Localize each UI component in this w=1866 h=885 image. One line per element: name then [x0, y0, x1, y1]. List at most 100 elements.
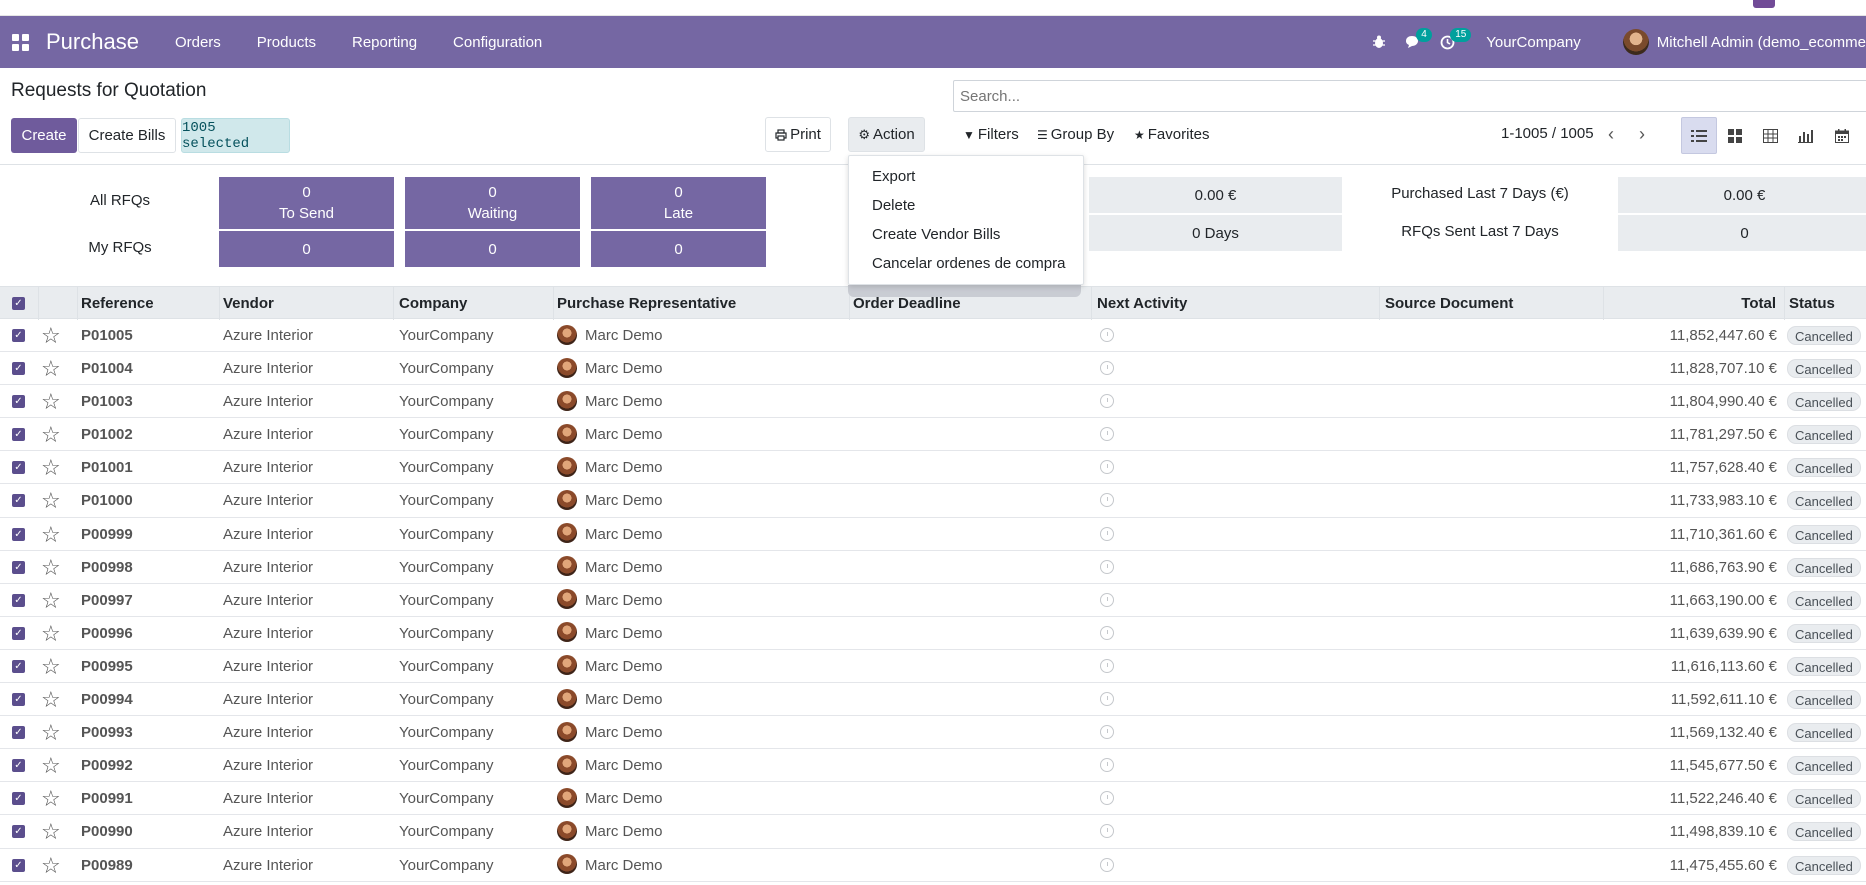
table-row[interactable]: ✓ ☆ P00989 Azure Interior YourCompany Marc De… — [0, 849, 1866, 882]
row-checkbox[interactable]: ✓ — [12, 693, 25, 707]
activity-clock-icon[interactable] — [1100, 625, 1114, 640]
search-input[interactable] — [953, 80, 1866, 112]
star-icon[interactable]: ☆ — [41, 653, 61, 679]
chat-icon[interactable]: 4 — [1396, 16, 1432, 68]
table-row[interactable]: ✓ ☆ P01004 Azure Interior YourCompany Marc De… — [0, 352, 1866, 386]
header-company[interactable]: Company — [394, 287, 554, 320]
activity-clock-icon[interactable] — [1100, 658, 1114, 673]
print-button[interactable]: Print — [765, 117, 831, 152]
calendar-view-icon[interactable] — [1824, 117, 1860, 154]
late-tile[interactable]: 0 Late — [591, 177, 766, 229]
star-icon[interactable]: ☆ — [41, 488, 61, 514]
waiting-tile[interactable]: 0 Waiting — [405, 177, 580, 229]
row-checkbox[interactable]: ✓ — [12, 362, 25, 376]
table-row[interactable]: ✓ ☆ P00995 Azure Interior YourCompany Marc De… — [0, 650, 1866, 684]
header-reference[interactable]: Reference — [76, 287, 220, 320]
row-checkbox[interactable]: ✓ — [12, 659, 25, 673]
row-checkbox[interactable]: ✓ — [12, 593, 25, 607]
activity-clock-icon[interactable] — [1100, 460, 1114, 475]
star-icon[interactable]: ☆ — [41, 720, 61, 746]
action-delete[interactable]: Delete — [872, 197, 916, 214]
favorites-button[interactable]: ★ Favorites — [1134, 126, 1209, 143]
star-icon[interactable]: ☆ — [41, 455, 61, 481]
row-checkbox[interactable]: ✓ — [12, 560, 25, 574]
action-button[interactable]: ⚙ Action — [848, 117, 925, 152]
activity-clock-icon[interactable] — [1100, 493, 1114, 508]
bug-icon[interactable] — [1362, 16, 1396, 68]
header-order-deadline[interactable]: Order Deadline — [848, 287, 1092, 320]
menu-configuration[interactable]: Configuration — [453, 33, 543, 51]
list-view-icon[interactable] — [1681, 117, 1717, 154]
create-button[interactable]: Create — [11, 118, 77, 153]
activity-clock-icon[interactable] — [1100, 791, 1114, 806]
star-icon[interactable]: ☆ — [41, 554, 61, 580]
graph-view-icon[interactable] — [1787, 117, 1823, 154]
selected-count-badge[interactable]: 1005 selected — [181, 118, 290, 153]
my-to-send-tile[interactable]: 0 — [219, 231, 394, 267]
activity-clock-icon[interactable] — [1100, 857, 1114, 872]
table-row[interactable]: ✓ ☆ P00998 Azure Interior YourCompany Marc De… — [0, 551, 1866, 584]
action-export[interactable]: Export — [872, 168, 916, 185]
table-row[interactable]: ✓ ☆ P01001 Azure Interior YourCompany Marc De… — [0, 451, 1866, 485]
star-icon[interactable]: ☆ — [41, 323, 61, 348]
app-name[interactable]: Purchase — [46, 29, 139, 54]
table-row[interactable]: ✓ ☆ P00994 Azure Interior YourCompany Marc De… — [0, 683, 1866, 717]
row-checkbox[interactable]: ✓ — [12, 395, 25, 409]
star-icon[interactable]: ☆ — [41, 422, 61, 448]
row-checkbox[interactable]: ✓ — [12, 626, 25, 640]
action-create-vendor-bills[interactable]: Create Vendor Bills — [872, 226, 1001, 243]
menu-orders[interactable]: Orders — [174, 33, 221, 51]
table-row[interactable]: ✓ ☆ P00991 Azure Interior YourCompany Marc De… — [0, 782, 1866, 816]
row-checkbox[interactable]: ✓ — [12, 527, 25, 541]
star-icon[interactable]: ☆ — [41, 687, 61, 713]
star-icon[interactable]: ☆ — [41, 356, 61, 382]
pager-value[interactable]: 1-1005 / 1005 — [1501, 125, 1594, 142]
header-purchase-rep[interactable]: Purchase Representative — [552, 287, 850, 320]
chevron-right-icon[interactable]: › — [1639, 124, 1645, 144]
star-icon[interactable]: ☆ — [41, 819, 61, 845]
activity-clock-icon[interactable] — [1100, 361, 1114, 376]
activity-clock-icon[interactable] — [1100, 592, 1114, 607]
header-status[interactable]: Status — [1789, 295, 1835, 312]
table-row[interactable]: ✓ ☆ P00990 Azure Interior YourCompany Marc De… — [0, 815, 1866, 849]
row-checkbox[interactable]: ✓ — [12, 494, 25, 508]
activity-clock-icon[interactable] — [1100, 725, 1114, 740]
activity-clock-icon[interactable] — [1100, 692, 1114, 707]
to-send-tile[interactable]: 0 To Send — [219, 177, 394, 229]
row-checkbox[interactable]: ✓ — [12, 759, 25, 773]
header-source-document[interactable]: Source Document — [1380, 287, 1604, 320]
star-icon[interactable]: ☆ — [41, 521, 61, 547]
table-row[interactable]: ✓ ☆ P01005 Azure Interior YourCompany Marc De… — [0, 319, 1866, 353]
table-row[interactable]: ✓ ☆ P01002 Azure Interior YourCompany Marc De… — [0, 418, 1866, 452]
my-waiting-tile[interactable]: 0 — [405, 231, 580, 267]
table-row[interactable]: ✓ ☆ P00999 Azure Interior YourCompany Marc De… — [0, 518, 1866, 551]
table-row[interactable]: ✓ ☆ P00996 Azure Interior YourCompany Marc De… — [0, 617, 1866, 650]
kanban-view-icon[interactable] — [1717, 117, 1753, 154]
header-next-activity[interactable]: Next Activity — [1092, 287, 1380, 320]
star-icon[interactable]: ☆ — [41, 786, 61, 812]
table-row[interactable]: ✓ ☆ P00992 Azure Interior YourCompany Marc De… — [0, 749, 1866, 783]
star-icon[interactable]: ☆ — [41, 852, 61, 878]
table-row[interactable]: ✓ ☆ P00997 Azure Interior YourCompany Marc De… — [0, 584, 1866, 617]
apps-menu-icon[interactable] — [0, 16, 40, 68]
star-icon[interactable]: ☆ — [41, 587, 61, 613]
table-row[interactable]: ✓ ☆ P01000 Azure Interior YourCompany Marc De… — [0, 484, 1866, 518]
star-icon[interactable]: ☆ — [41, 389, 61, 415]
chevron-left-icon[interactable]: ‹ — [1608, 124, 1614, 144]
activity-clock-icon[interactable] — [1100, 559, 1114, 574]
activity-clock-icon[interactable] — [1100, 526, 1114, 541]
header-vendor[interactable]: Vendor — [218, 287, 394, 320]
table-row[interactable]: ✓ ☆ P00993 Azure Interior YourCompany Marc De… — [0, 716, 1866, 750]
company-switcher[interactable]: YourCompany — [1486, 33, 1581, 51]
row-checkbox[interactable]: ✓ — [12, 329, 25, 342]
activity-clock-icon[interactable] — [1100, 758, 1114, 773]
user-menu[interactable]: Mitchell Admin (demo_ecomme — [1656, 33, 1866, 51]
pivot-view-icon[interactable] — [1752, 117, 1788, 154]
create-bills-button[interactable]: Create Bills — [78, 118, 176, 153]
activity-clock-icon[interactable] — [1100, 394, 1114, 409]
row-checkbox[interactable]: ✓ — [12, 428, 25, 442]
menu-products[interactable]: Products — [256, 33, 316, 51]
row-checkbox[interactable]: ✓ — [12, 858, 25, 872]
row-checkbox[interactable]: ✓ — [12, 726, 25, 740]
activity-clock-icon[interactable] — [1100, 328, 1114, 342]
